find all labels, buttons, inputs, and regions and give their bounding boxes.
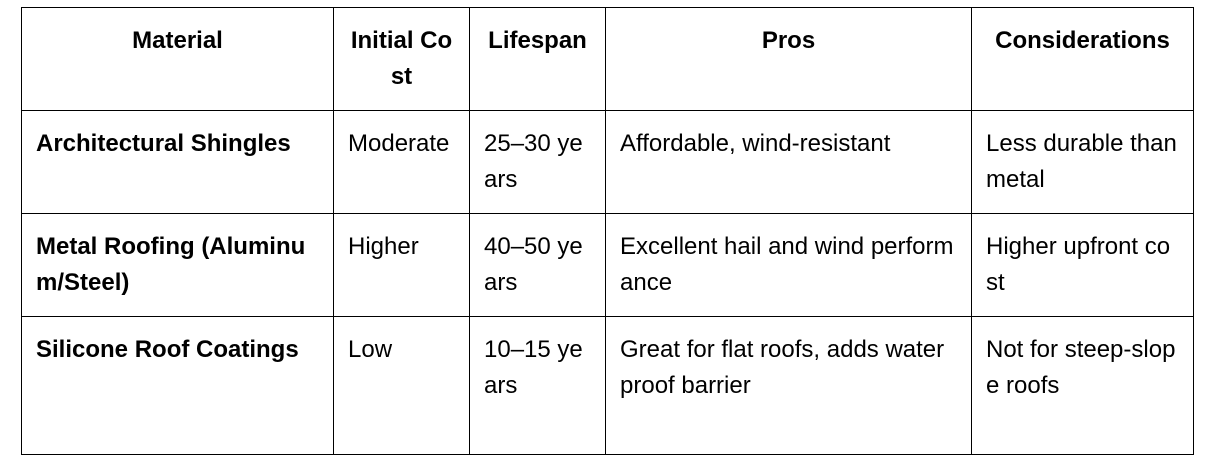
material-cell: Silicone Roof Coatings xyxy=(21,316,334,455)
roofing-comparison-table: Material Initial Cost Lifespan Pros Cons… xyxy=(21,7,1194,455)
table-row: Architectural Shingles Moderate 25–30 ye… xyxy=(21,110,1194,214)
considerations-cell: Not for steep-slope roofs xyxy=(971,316,1194,455)
initial-cost-cell: Moderate xyxy=(333,110,470,214)
considerations-cell: Higher upfront cost xyxy=(971,213,1194,317)
considerations-cell: Less durable than metal xyxy=(971,110,1194,214)
initial-cost-cell: Low xyxy=(333,316,470,455)
table-row: Silicone Roof Coatings Low 10–15 years G… xyxy=(21,316,1194,455)
table-header-row: Material Initial Cost Lifespan Pros Cons… xyxy=(21,7,1194,111)
pros-cell: Great for flat roofs, adds waterproof ba… xyxy=(605,316,972,455)
material-cell: Metal Roofing (Aluminum/Steel) xyxy=(21,213,334,317)
pros-cell: Excellent hail and wind performance xyxy=(605,213,972,317)
column-header-pros: Pros xyxy=(605,7,972,111)
table-row: Metal Roofing (Aluminum/Steel) Higher 40… xyxy=(21,213,1194,317)
lifespan-cell: 40–50 years xyxy=(469,213,606,317)
lifespan-cell: 25–30 years xyxy=(469,110,606,214)
lifespan-cell: 10–15 years xyxy=(469,316,606,455)
column-header-initial-cost: Initial Cost xyxy=(333,7,470,111)
material-cell: Architectural Shingles xyxy=(21,110,334,214)
pros-cell: Affordable, wind-resistant xyxy=(605,110,972,214)
initial-cost-cell: Higher xyxy=(333,213,470,317)
column-header-lifespan: Lifespan xyxy=(469,7,606,111)
column-header-considerations: Considerations xyxy=(971,7,1194,111)
column-header-material: Material xyxy=(21,7,334,111)
